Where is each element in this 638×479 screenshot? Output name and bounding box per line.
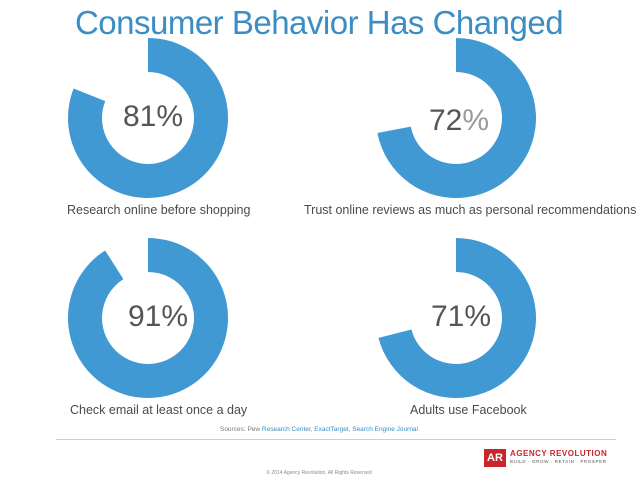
donut-3-percent: 91% <box>127 300 189 333</box>
donut-3-arc <box>67 238 228 398</box>
donut-4-percent: 71% <box>430 300 492 333</box>
donut-2-label: Trust online reviews as much as personal… <box>304 203 637 217</box>
donut-1-arc <box>68 38 228 198</box>
logo-name: AGENCY REVOLUTION <box>510 449 608 458</box>
sources-note: Sources: Pew Research Center, ExactTarge… <box>0 426 638 433</box>
donut-2-percent: 72% <box>414 104 504 138</box>
donut-1-label: Research online before shopping <box>67 203 251 217</box>
sources-links: Research Center, ExactTarget, Search Eng… <box>261 426 418 433</box>
donut-4-arc <box>378 238 537 399</box>
footer-divider <box>56 439 616 440</box>
donut-1-percent: 81% <box>122 100 184 133</box>
page-title: Consumer Behavior Has Changed <box>74 4 564 41</box>
sources-prefix: Sources: Pew <box>219 426 261 433</box>
donut-3-label: Check email at least once a day <box>70 403 248 417</box>
logo-tagline: BUILD · GROW · RETAIN · PROSPER <box>510 459 607 464</box>
logo-mark: AR <box>484 449 506 467</box>
donut-2-sign: % <box>462 104 490 137</box>
donut-2-number: 72 <box>428 104 463 137</box>
donut-2-arc <box>377 38 536 198</box>
copyright-footer: © 2014 Agency Revolution, All Rights Res… <box>266 470 372 476</box>
donut-4-label: Adults use Facebook <box>410 403 527 417</box>
